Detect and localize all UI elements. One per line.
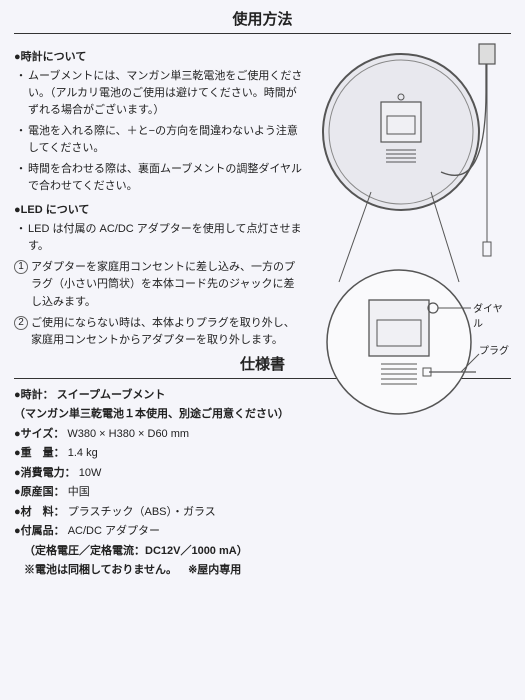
spec-value: プラスチック（ABS）・ガラス: [68, 506, 216, 518]
spec-value: W380 × H380 × D60 mm: [67, 428, 189, 440]
list-item-text: 電池を入れる際に、＋と−の方向を間違わないよう注意してください。: [28, 123, 305, 157]
spec-label: ●サイズ：: [14, 428, 64, 440]
divider: [14, 33, 511, 34]
spec-value: （マンガン単三乾電池１本使用、別途ご用意ください）: [14, 408, 289, 420]
step-text: ご使用にならない時は、本体よりプラグを取り外し、家庭用コンセントからアダプターを…: [28, 315, 305, 349]
spec-row: ●付属品： AC/DC アダプター: [14, 523, 511, 540]
list-item: ・ LED は付属の AC/DC アダプターを使用して点灯させます。: [14, 221, 305, 255]
clock-heading: ●時計について: [14, 48, 305, 64]
usage-text-column: ●時計について ・ ムーブメントには、マンガン単三乾電池をご使用ください。（アル…: [14, 42, 305, 353]
step-number-icon: 2: [14, 316, 28, 330]
spec-row: ●消費電力： 10W: [14, 465, 511, 482]
usage-title: 使用方法: [14, 8, 511, 29]
bullet-icon: ・: [14, 221, 28, 255]
dial-label: ダイヤル: [473, 300, 511, 330]
bullet-icon: ・: [14, 68, 28, 119]
step-item: 2 ご使用にならない時は、本体よりプラグを取り外し、家庭用コンセントからアダプタ…: [14, 315, 305, 349]
step-item: 1 アダプターを家庭用コンセントに差し込み、一方のプラグ（小さい円筒状）を本体コ…: [14, 259, 305, 310]
list-item: ・ 電池を入れる際に、＋と−の方向を間違わないよう注意してください。: [14, 123, 305, 157]
bullet-icon: ・: [14, 161, 28, 195]
figure-column: ダイヤル プラグ: [311, 42, 511, 353]
spec-label: ●時計：: [14, 389, 54, 401]
spec-label: ●原産国：: [14, 486, 65, 498]
list-item: ・ 時間を合わせる際は、裏面ムーブメントの調整ダイヤルで合わせてください。: [14, 161, 305, 195]
plug-label: プラグ: [479, 342, 509, 357]
spec-row: ●重 量： 1.4 kg: [14, 445, 511, 462]
usage-content: ●時計について ・ ムーブメントには、マンガン単三乾電池をご使用ください。（アル…: [14, 42, 511, 353]
spec-value: AC/DC アダプター: [68, 525, 160, 537]
footnote: ※電池は同梱しておりません。: [24, 564, 177, 576]
list-item-text: 時間を合わせる際は、裏面ムーブメントの調整ダイヤルで合わせてください。: [28, 161, 305, 195]
list-item: ・ ムーブメントには、マンガン単三乾電池をご使用ください。（アルカリ電池のご使用…: [14, 68, 305, 119]
list-item-text: LED は付属の AC/DC アダプターを使用して点灯させます。: [28, 221, 305, 255]
clock-diagram: [311, 42, 511, 442]
spec-row: ●原産国： 中国: [14, 484, 511, 501]
spec-label: ●消費電力：: [14, 467, 76, 479]
step-number-icon: 1: [14, 260, 28, 274]
spec-value: スイープムーブメント: [57, 389, 166, 401]
spec-subnote: （定格電圧／定格電流：DC12V／1000 mA）: [24, 543, 511, 560]
spec-value: 1.4 kg: [68, 447, 98, 459]
bullet-icon: ・: [14, 123, 28, 157]
spec-label: ●付属品：: [14, 525, 65, 537]
list-item-text: ムーブメントには、マンガン単三乾電池をご使用ください。（アルカリ電池のご使用は避…: [28, 68, 305, 119]
spec-label: ●材 料：: [14, 506, 65, 518]
spec-row: ●材 料： プラスチック（ABS）・ガラス: [14, 504, 511, 521]
spec-footnotes: ※電池は同梱しておりません。 ※屋内専用: [24, 562, 511, 579]
spec-label: ●重 量：: [14, 447, 65, 459]
footnote: ※屋内専用: [188, 564, 241, 576]
spec-value: 10W: [79, 467, 102, 479]
step-text: アダプターを家庭用コンセントに差し込み、一方のプラグ（小さい円筒状）を本体コード…: [28, 259, 305, 310]
led-heading: ●LED について: [14, 201, 305, 217]
spec-value: 中国: [68, 486, 90, 498]
